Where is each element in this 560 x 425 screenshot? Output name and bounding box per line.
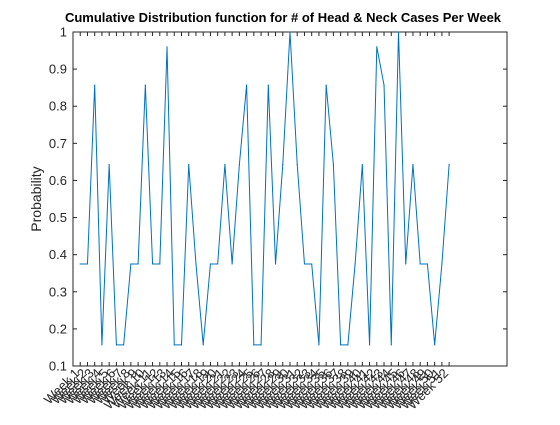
data-point bbox=[202, 344, 204, 346]
y-tick-label: 0.5 bbox=[49, 210, 67, 225]
data-point bbox=[86, 263, 89, 265]
data-point bbox=[79, 263, 81, 265]
data-point bbox=[260, 344, 262, 346]
y-tick-label: 0.3 bbox=[49, 284, 67, 299]
y-tick-label: 0.4 bbox=[49, 247, 67, 262]
plot-area bbox=[72, 31, 508, 367]
series-line bbox=[79, 31, 450, 346]
data-point bbox=[311, 263, 313, 265]
y-tick-label: 0.6 bbox=[49, 173, 67, 188]
data-point bbox=[303, 263, 306, 265]
data-point bbox=[123, 344, 125, 346]
data-point bbox=[137, 263, 139, 265]
data-point bbox=[238, 163, 240, 166]
series-polyline bbox=[80, 31, 450, 346]
y-axis-label: Probability bbox=[28, 166, 44, 231]
data-point bbox=[412, 163, 414, 166]
y-tick-label: 0.7 bbox=[49, 136, 67, 151]
data-point bbox=[94, 84, 96, 86]
data-point bbox=[318, 344, 320, 346]
data-point bbox=[224, 163, 226, 166]
data-point bbox=[166, 46, 168, 48]
data-point bbox=[340, 344, 342, 346]
y-tick-label: 0.2 bbox=[49, 321, 67, 336]
data-point bbox=[405, 263, 407, 265]
data-point bbox=[397, 31, 400, 33]
data-point bbox=[267, 84, 269, 86]
data-point bbox=[289, 31, 291, 33]
y-tick-label: 0.9 bbox=[49, 62, 67, 77]
data-point bbox=[296, 163, 298, 166]
data-point bbox=[376, 46, 378, 48]
data-point bbox=[419, 263, 421, 265]
y-axis: 0.1 0.2 0.3 0.4 0.5 0.6 0.7 0.8 0.9 1 bbox=[49, 25, 507, 374]
data-point bbox=[282, 163, 284, 166]
data-point bbox=[195, 263, 197, 265]
y-tick-label: 0.8 bbox=[49, 99, 67, 114]
data-point bbox=[426, 263, 429, 265]
data-point bbox=[115, 344, 117, 346]
y-tick-label: 0.1 bbox=[49, 359, 67, 374]
data-point bbox=[383, 84, 385, 86]
data-point bbox=[101, 344, 103, 346]
data-point bbox=[188, 163, 190, 166]
data-point bbox=[151, 263, 154, 265]
data-point bbox=[368, 344, 371, 346]
data-point bbox=[246, 84, 248, 86]
data-point bbox=[253, 344, 255, 346]
chart-title: Cumulative Distribution function for # o… bbox=[65, 10, 502, 25]
data-point bbox=[231, 263, 233, 265]
data-point bbox=[441, 263, 443, 265]
data-point bbox=[347, 344, 349, 346]
data-point bbox=[209, 263, 212, 265]
data-point bbox=[434, 344, 436, 346]
data-point bbox=[361, 163, 363, 166]
data-point bbox=[144, 84, 146, 86]
data-point bbox=[217, 263, 219, 265]
data-point bbox=[448, 163, 450, 166]
data-point bbox=[108, 163, 110, 166]
data-point bbox=[180, 344, 183, 346]
data-point bbox=[390, 344, 392, 346]
data-point bbox=[173, 344, 175, 346]
data-point bbox=[159, 263, 161, 265]
data-point bbox=[325, 84, 327, 86]
data-point bbox=[274, 263, 277, 265]
data-point bbox=[130, 263, 132, 265]
y-tick-label: 1 bbox=[60, 25, 67, 40]
data-point bbox=[332, 163, 334, 166]
data-point bbox=[354, 263, 356, 265]
